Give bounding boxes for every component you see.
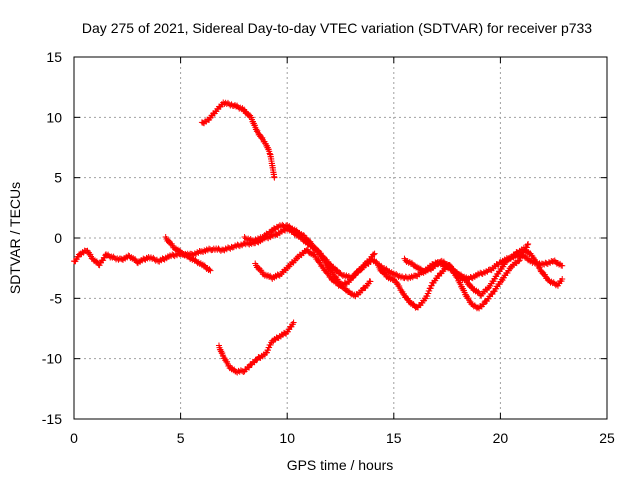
y-axis-label: SDTVAR / TECUs	[7, 182, 23, 294]
data-point	[516, 257, 523, 264]
series-arc-lower	[215, 319, 297, 376]
data-point	[371, 250, 378, 257]
data-point	[263, 349, 270, 356]
series-segment-late-b	[401, 244, 566, 299]
y-tick-label: 15	[46, 49, 62, 65]
data-point	[525, 241, 532, 248]
data-point	[367, 278, 374, 285]
x-axis-label: GPS time / hours	[287, 457, 394, 473]
data-point	[524, 241, 531, 248]
y-tick-label: 5	[54, 170, 62, 186]
data-point	[265, 347, 272, 354]
data-point	[290, 319, 297, 326]
x-tick-label: 25	[599, 430, 615, 446]
data-point	[271, 174, 278, 181]
x-tick-label: 15	[386, 430, 402, 446]
data-point	[515, 258, 522, 265]
x-tick-label: 5	[177, 430, 185, 446]
series-segment-mid-b	[252, 246, 378, 290]
data-point	[206, 266, 213, 273]
data-point	[370, 251, 377, 258]
data-points	[71, 99, 566, 376]
data-point	[519, 252, 526, 259]
data-point	[559, 262, 566, 269]
y-tick-label: -5	[50, 290, 63, 306]
series-arc-upper	[198, 99, 278, 181]
series-segment-early	[162, 233, 214, 274]
y-tick-label: 0	[54, 230, 62, 246]
axis-ticks: 0 5 10 15 20 25 -15 -10 -5 0 5 10 15	[42, 49, 615, 446]
x-tick-label: 0	[70, 430, 78, 446]
data-point	[207, 267, 214, 274]
series-segment-mid-a	[241, 221, 374, 300]
data-point	[253, 357, 260, 364]
x-tick-label: 20	[493, 430, 509, 446]
data-point	[317, 252, 324, 259]
x-tick-label: 10	[279, 430, 295, 446]
grid	[74, 57, 607, 419]
y-tick-label: 10	[46, 109, 62, 125]
data-point	[559, 276, 566, 283]
chart-title: Day 275 of 2021, Sidereal Day-to-day VTE…	[82, 20, 592, 36]
data-point	[267, 341, 274, 348]
y-tick-label: -15	[42, 411, 62, 427]
y-tick-label: -10	[42, 351, 62, 367]
